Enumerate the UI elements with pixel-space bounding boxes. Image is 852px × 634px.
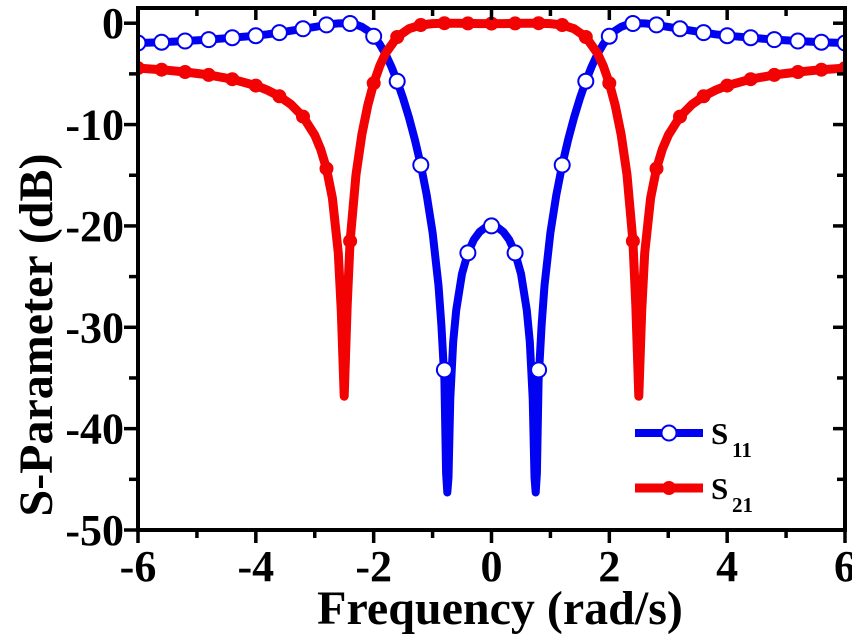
open-circle-marker xyxy=(318,16,335,34)
y-tick-label: -30 xyxy=(65,303,124,352)
open-circle-marker xyxy=(553,156,571,174)
open-circle-marker xyxy=(718,27,736,45)
filled-circle-marker xyxy=(696,89,711,104)
filled-circle-marker xyxy=(743,72,758,87)
open-circle-marker xyxy=(200,31,218,49)
filled-circle-marker xyxy=(154,62,169,77)
y-tick-label: -50 xyxy=(65,506,124,555)
series-curves xyxy=(138,15,845,497)
x-tick-label: 6 xyxy=(834,542,852,591)
open-circle-marker xyxy=(247,27,265,45)
filled-circle-marker xyxy=(413,18,428,32)
x-tick-label: -6 xyxy=(120,542,157,591)
y-axis-title: S-Parameter (dB) xyxy=(10,154,63,517)
open-circle-marker xyxy=(483,217,500,235)
legend-s11-label: S xyxy=(711,416,728,451)
y-tick-label: -20 xyxy=(65,202,124,251)
open-circle-marker xyxy=(459,244,477,262)
open-circle-marker xyxy=(365,27,383,45)
filled-circle-marker xyxy=(649,161,664,176)
open-circle-marker xyxy=(506,244,524,262)
x-tick-label: 2 xyxy=(598,542,620,591)
axis-tick-labels: -6 -4 -2 0 2 4 60-10-20-30-40-50 xyxy=(65,0,852,591)
open-circle-marker xyxy=(153,33,171,51)
open-circle-marker xyxy=(600,27,618,45)
filled-circle-marker xyxy=(555,18,570,32)
x-tick-label: 0 xyxy=(481,542,503,591)
filled-circle-marker xyxy=(790,65,805,79)
open-circle-marker xyxy=(294,20,312,38)
open-circle-marker xyxy=(530,361,548,379)
filled-circle-marker xyxy=(248,78,263,93)
open-circle-marker xyxy=(435,361,453,379)
filled-circle-marker xyxy=(625,234,640,249)
filled-circle-marker xyxy=(460,16,475,31)
y-tick-label: -10 xyxy=(65,101,124,150)
filled-circle-marker xyxy=(366,76,381,91)
open-circle-marker xyxy=(742,29,760,47)
open-circle-marker xyxy=(223,29,241,47)
open-circle-marker xyxy=(671,20,689,38)
filled-circle-marker xyxy=(814,62,829,77)
filled-circle-marker xyxy=(296,109,310,124)
filled-circle-marker xyxy=(673,109,687,124)
filled-circle-marker xyxy=(508,16,523,31)
open-circle-marker xyxy=(648,16,665,34)
legend-s21-label-subscript: 21 xyxy=(732,493,753,517)
filled-circle-marker xyxy=(578,30,593,44)
filled-circle-marker xyxy=(531,16,546,31)
filled-circle-marker xyxy=(602,76,617,91)
s21-markers xyxy=(138,16,845,249)
legend: S 11 S 21 xyxy=(635,416,753,517)
open-circle-marker xyxy=(341,15,359,32)
s11-markers xyxy=(138,15,845,379)
open-circle-marker xyxy=(577,72,595,90)
open-circle-marker xyxy=(789,32,807,50)
legend-s11-marker-icon xyxy=(660,424,678,442)
open-circle-marker xyxy=(388,72,406,90)
open-circle-marker xyxy=(270,24,288,42)
filled-circle-marker xyxy=(319,161,334,176)
filled-circle-marker xyxy=(343,234,358,249)
open-circle-marker xyxy=(765,31,783,49)
open-circle-marker xyxy=(695,24,713,42)
filled-circle-marker xyxy=(201,67,216,82)
open-circle-marker xyxy=(176,32,194,50)
x-axis-title: Frequency (rad/s) xyxy=(317,582,683,634)
legend-s11-label-subscript: 11 xyxy=(732,438,752,462)
axis-ticks xyxy=(124,8,847,543)
filled-circle-marker xyxy=(720,78,735,93)
filled-circle-marker xyxy=(178,65,193,79)
filled-circle-marker xyxy=(767,67,782,82)
legend-s21-marker-icon xyxy=(662,481,676,495)
x-tick-label: -4 xyxy=(238,542,275,591)
legend-s21-label: S xyxy=(711,471,728,506)
open-circle-marker xyxy=(412,156,430,174)
x-tick-label: -2 xyxy=(355,542,392,591)
y-tick-label: 0 xyxy=(102,0,124,48)
open-circle-marker xyxy=(624,15,642,32)
open-circle-marker xyxy=(812,33,830,51)
x-tick-label: 4 xyxy=(716,542,738,591)
s21-curve xyxy=(138,18,845,401)
y-tick-label: -40 xyxy=(65,405,124,454)
filled-circle-marker xyxy=(437,16,452,31)
s11-curve xyxy=(138,19,845,497)
filled-circle-marker xyxy=(272,89,287,104)
filled-circle-marker xyxy=(390,30,405,44)
filled-circle-marker xyxy=(225,72,240,87)
